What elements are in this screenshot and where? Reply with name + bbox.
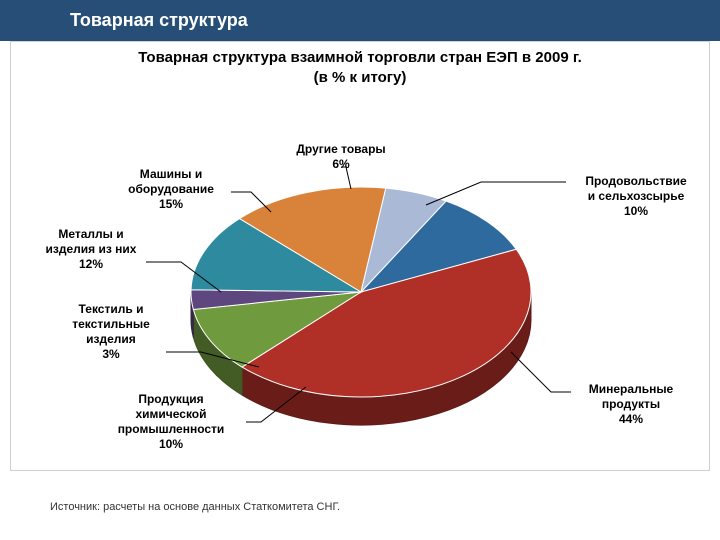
slice-label: Другие товары6% — [281, 142, 401, 172]
chart-area: Товарная структура взаимной торговли стр… — [10, 41, 710, 471]
slice-label: Текстиль итекстильныеизделия3% — [51, 302, 171, 362]
pie-chart: Продовольствиеи сельхозсырье10% Минеральн… — [11, 92, 709, 470]
slice-label: Минеральныепродукты44% — [571, 382, 691, 427]
source-note: Источник: расчеты на основе данных Статк… — [0, 471, 720, 513]
header-bar: Товарная структура — [0, 0, 720, 41]
chart-title-line2: (в % к итогу) — [314, 69, 407, 86]
slice-label: Продукцияхимическойпромышленности10% — [96, 392, 246, 452]
slice-label: Металлы иизделия из них12% — [31, 227, 151, 272]
slice-label: Машины иоборудование15% — [111, 167, 231, 212]
slice-label: Продовольствиеи сельхозсырье10% — [566, 174, 706, 219]
chart-title: Товарная структура взаимной торговли стр… — [11, 42, 709, 87]
chart-title-line1: Товарная структура взаимной торговли стр… — [138, 49, 582, 66]
header-title: Товарная структура — [70, 10, 248, 30]
